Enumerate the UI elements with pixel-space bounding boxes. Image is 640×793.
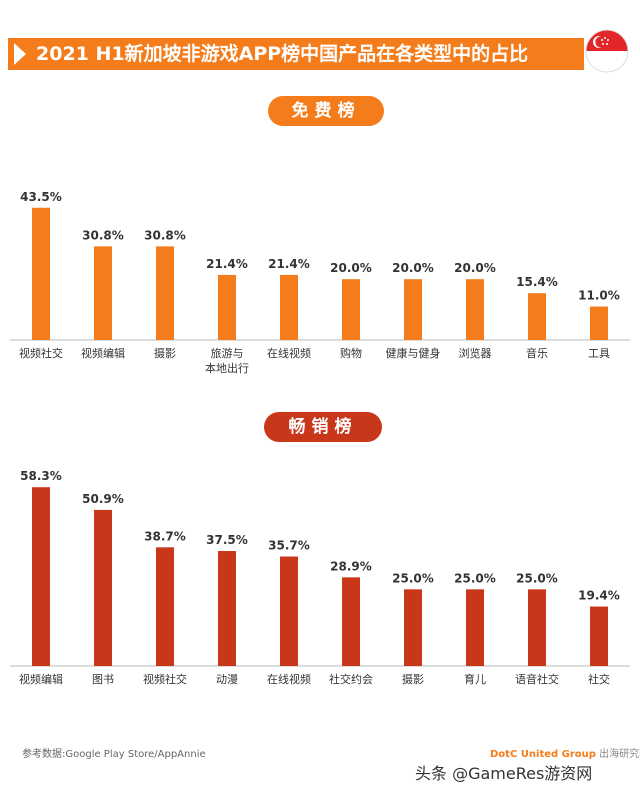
data-label: 21.4% <box>268 257 310 271</box>
bar <box>342 577 360 666</box>
bar <box>218 274 236 340</box>
brand-note: DotC United Group 出海研究院 <box>490 745 640 760</box>
data-label: 30.8% <box>82 228 124 242</box>
data-label: 20.0% <box>454 261 496 275</box>
data-label: 35.7% <box>268 539 310 553</box>
play-arrow-icon <box>14 43 26 65</box>
category-label: 视频编辑 <box>19 672 63 686</box>
bar <box>466 279 484 340</box>
data-label: 28.9% <box>330 559 372 573</box>
category-label: 动漫 <box>216 672 238 686</box>
data-label: 37.5% <box>206 533 248 547</box>
category-label: 视频社交 <box>143 672 187 686</box>
paid-bar-chart: 58.3% 视频编辑 50.9% 图书 38.7% 视频社交 37.5% 动漫 35.7% 在线视… <box>10 469 630 686</box>
category-label: 本地出行 <box>205 361 249 375</box>
category-label: 社交 <box>588 672 610 686</box>
category-label: 在线视频 <box>267 346 311 360</box>
bar <box>156 547 174 666</box>
page-title: 2021 H1新加坡非游戏APP榜中国产品在各类型中的占比 <box>36 43 529 65</box>
category-label: 图书 <box>92 673 114 686</box>
data-label: 50.9% <box>82 492 124 506</box>
data-label: 19.4% <box>578 589 620 603</box>
bar <box>404 589 422 666</box>
data-label: 43.5% <box>20 190 62 204</box>
data-label: 25.0% <box>516 571 558 585</box>
category-label: 旅游与 <box>211 346 244 360</box>
bar <box>404 279 422 340</box>
data-label: 58.3% <box>20 469 62 483</box>
category-label: 音乐 <box>526 346 548 360</box>
category-label: 语音社交 <box>515 672 559 686</box>
bar <box>528 293 546 340</box>
brand-sub: 出海研究院 <box>599 749 640 760</box>
bar <box>218 551 236 666</box>
bar <box>466 589 484 666</box>
credit-watermark: 头条 @GameRes游资网 <box>415 764 593 783</box>
category-label: 摄影 <box>154 346 176 360</box>
bar <box>32 207 50 340</box>
data-label: 25.0% <box>392 571 434 585</box>
bar <box>590 306 608 340</box>
bar <box>528 589 546 666</box>
category-label: 育儿 <box>464 672 486 686</box>
data-label: 25.0% <box>454 571 496 585</box>
title-bar <box>8 38 584 70</box>
data-label: 38.7% <box>144 529 186 543</box>
bar <box>32 487 50 666</box>
category-label: 健康与健身 <box>386 346 441 360</box>
category-label: 摄影 <box>402 672 424 686</box>
category-label: 视频编辑 <box>81 346 125 360</box>
bar <box>280 274 298 340</box>
bar <box>590 606 608 666</box>
data-label: 21.4% <box>206 257 248 271</box>
data-label: 20.0% <box>392 261 434 275</box>
category-label: 购物 <box>340 346 362 360</box>
data-label: 20.0% <box>330 261 372 275</box>
brand-main: DotC United Group <box>490 749 596 760</box>
bar <box>94 246 112 340</box>
paid-chart-label: 畅销榜 <box>264 412 382 442</box>
category-label: 浏览器 <box>459 346 492 360</box>
category-label: 社交约会 <box>329 672 373 686</box>
bar <box>342 279 360 340</box>
free-chart-label: 免费榜 <box>268 96 384 126</box>
data-label: 15.4% <box>516 275 558 289</box>
category-label: 视频社交 <box>19 346 63 360</box>
category-label: 工具 <box>588 347 610 360</box>
bar <box>94 509 112 666</box>
data-label: 30.8% <box>144 228 186 242</box>
singapore-flag-icon <box>585 29 629 73</box>
category-label: 在线视频 <box>267 672 311 686</box>
bar <box>280 556 298 666</box>
source-note: 参考数据:Google Play Store/AppAnnie <box>22 749 206 760</box>
bar <box>156 246 174 340</box>
data-label: 11.0% <box>578 289 620 303</box>
